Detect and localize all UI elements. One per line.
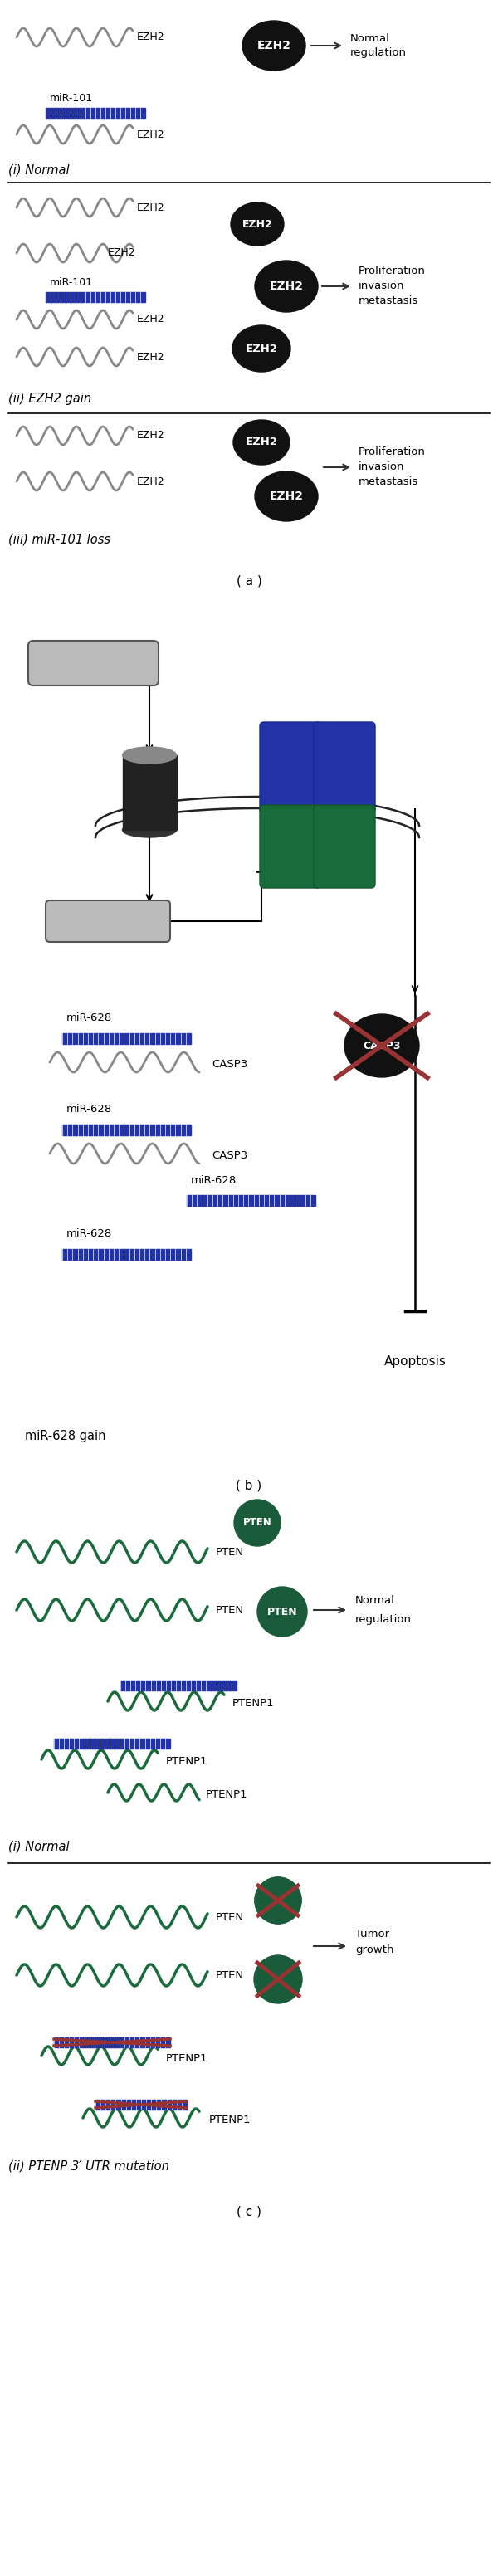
Ellipse shape [255,1878,301,1924]
Text: CASP3: CASP3 [363,1041,401,1051]
Ellipse shape [231,204,284,245]
Text: PTENP1: PTENP1 [166,1757,208,1767]
FancyBboxPatch shape [46,902,170,943]
Text: EZH2: EZH2 [137,314,165,325]
Text: EZH2: EZH2 [137,430,165,440]
Bar [187,1195,315,1206]
Text: miR-628 gain: miR-628 gain [25,1430,106,1443]
Text: metastasis: metastasis [359,296,418,307]
Bar [121,1680,237,1690]
Text: EZH2: EZH2 [108,247,136,258]
Text: PTEN: PTEN [216,1546,244,1558]
Bar [54,1739,170,1749]
Text: EZH2: EZH2 [137,350,165,363]
Text: miR-628: miR-628 [191,1175,237,1185]
Text: Crizotinib: Crizotinib [81,914,135,927]
Ellipse shape [345,1015,419,1077]
Text: ( c ): ( c ) [237,2205,261,2218]
Text: EML4: EML4 [275,762,306,773]
Text: PTENP1: PTENP1 [166,2053,208,2063]
Bar [123,755,177,829]
Text: (ii) EZH2 gain: (ii) EZH2 gain [8,392,92,404]
Ellipse shape [254,1955,302,2004]
Text: CASP3: CASP3 [212,1059,248,1069]
Ellipse shape [123,747,176,762]
Text: CASP3: CASP3 [212,1151,248,1162]
Text: metastasis: metastasis [359,477,418,487]
FancyBboxPatch shape [28,641,158,685]
FancyBboxPatch shape [260,804,321,889]
Text: EZH2: EZH2 [137,129,165,139]
Text: EML4: EML4 [329,762,360,773]
Bar [62,1033,191,1043]
Text: EZH2: EZH2 [137,31,165,44]
Text: PTEN: PTEN [267,1607,297,1618]
Ellipse shape [233,325,290,371]
Ellipse shape [255,260,318,312]
Text: EZH2: EZH2 [246,438,278,448]
Text: EZH2: EZH2 [269,281,303,291]
Text: growth: growth [355,1945,394,1955]
Text: Apoptosis: Apoptosis [384,1355,446,1368]
Text: (ii) PTENP 3′ UTR mutation: (ii) PTENP 3′ UTR mutation [8,2159,169,2172]
Bar [46,108,145,118]
Text: regulation: regulation [355,1615,412,1625]
Text: regulation: regulation [350,46,407,57]
Ellipse shape [123,822,176,837]
Ellipse shape [257,1587,307,1636]
Ellipse shape [233,420,290,464]
Text: Normal: Normal [350,33,390,44]
Bar [54,2038,170,2048]
Bar [62,1249,191,1260]
Text: EZH2: EZH2 [137,477,165,487]
Text: EZH2: EZH2 [269,489,303,502]
Bar [96,2099,187,2110]
Ellipse shape [255,471,318,520]
Text: EZH2: EZH2 [137,201,165,214]
Text: PTEN: PTEN [216,1605,244,1615]
Text: miR-628: miR-628 [66,1229,112,1239]
Text: P N: P N [269,1976,287,1984]
FancyBboxPatch shape [314,721,375,814]
Text: miR-628: miR-628 [66,1105,112,1115]
Text: ( a ): ( a ) [236,574,262,587]
Text: (i) Normal: (i) Normal [8,165,69,175]
Text: (iii) miR-101 loss: (iii) miR-101 loss [8,533,111,546]
FancyBboxPatch shape [314,804,375,889]
Text: PTENP1: PTENP1 [233,1698,274,1708]
Text: PTENP1: PTENP1 [209,2115,251,2125]
FancyBboxPatch shape [260,721,321,814]
Text: invasion: invasion [359,281,404,291]
Text: Proliferation: Proliferation [359,446,426,459]
Text: EZH2: EZH2 [242,219,272,229]
Text: invasion: invasion [359,461,404,471]
Text: Normal: Normal [355,1595,395,1605]
Ellipse shape [234,1499,280,1546]
Text: miR-101: miR-101 [50,276,93,289]
Text: PTENP1: PTENP1 [206,1790,248,1801]
Text: ALK: ALK [279,842,302,853]
Bar [62,1126,191,1136]
Text: Proliferation: Proliferation [359,265,426,276]
Text: (i) Normal: (i) Normal [8,1839,69,1852]
Text: Tumor: Tumor [355,1929,389,1940]
Ellipse shape [243,21,305,70]
Text: PTEN: PTEN [216,1971,244,1981]
Text: Crizotinib: Crizotinib [65,657,123,670]
Text: EZH2: EZH2 [257,39,291,52]
Text: miR-628: miR-628 [66,1012,112,1023]
Bar [46,291,145,301]
Text: ALK: ALK [333,842,356,853]
Text: EZH2: EZH2 [246,343,278,353]
Text: ( b ): ( b ) [236,1479,262,1492]
Text: miR-101: miR-101 [50,93,93,103]
Text: PTEN: PTEN [243,1517,272,1528]
Ellipse shape [255,1878,301,1924]
Text: P N: P N [269,1896,287,1904]
Text: PTEN: PTEN [216,1911,244,1922]
